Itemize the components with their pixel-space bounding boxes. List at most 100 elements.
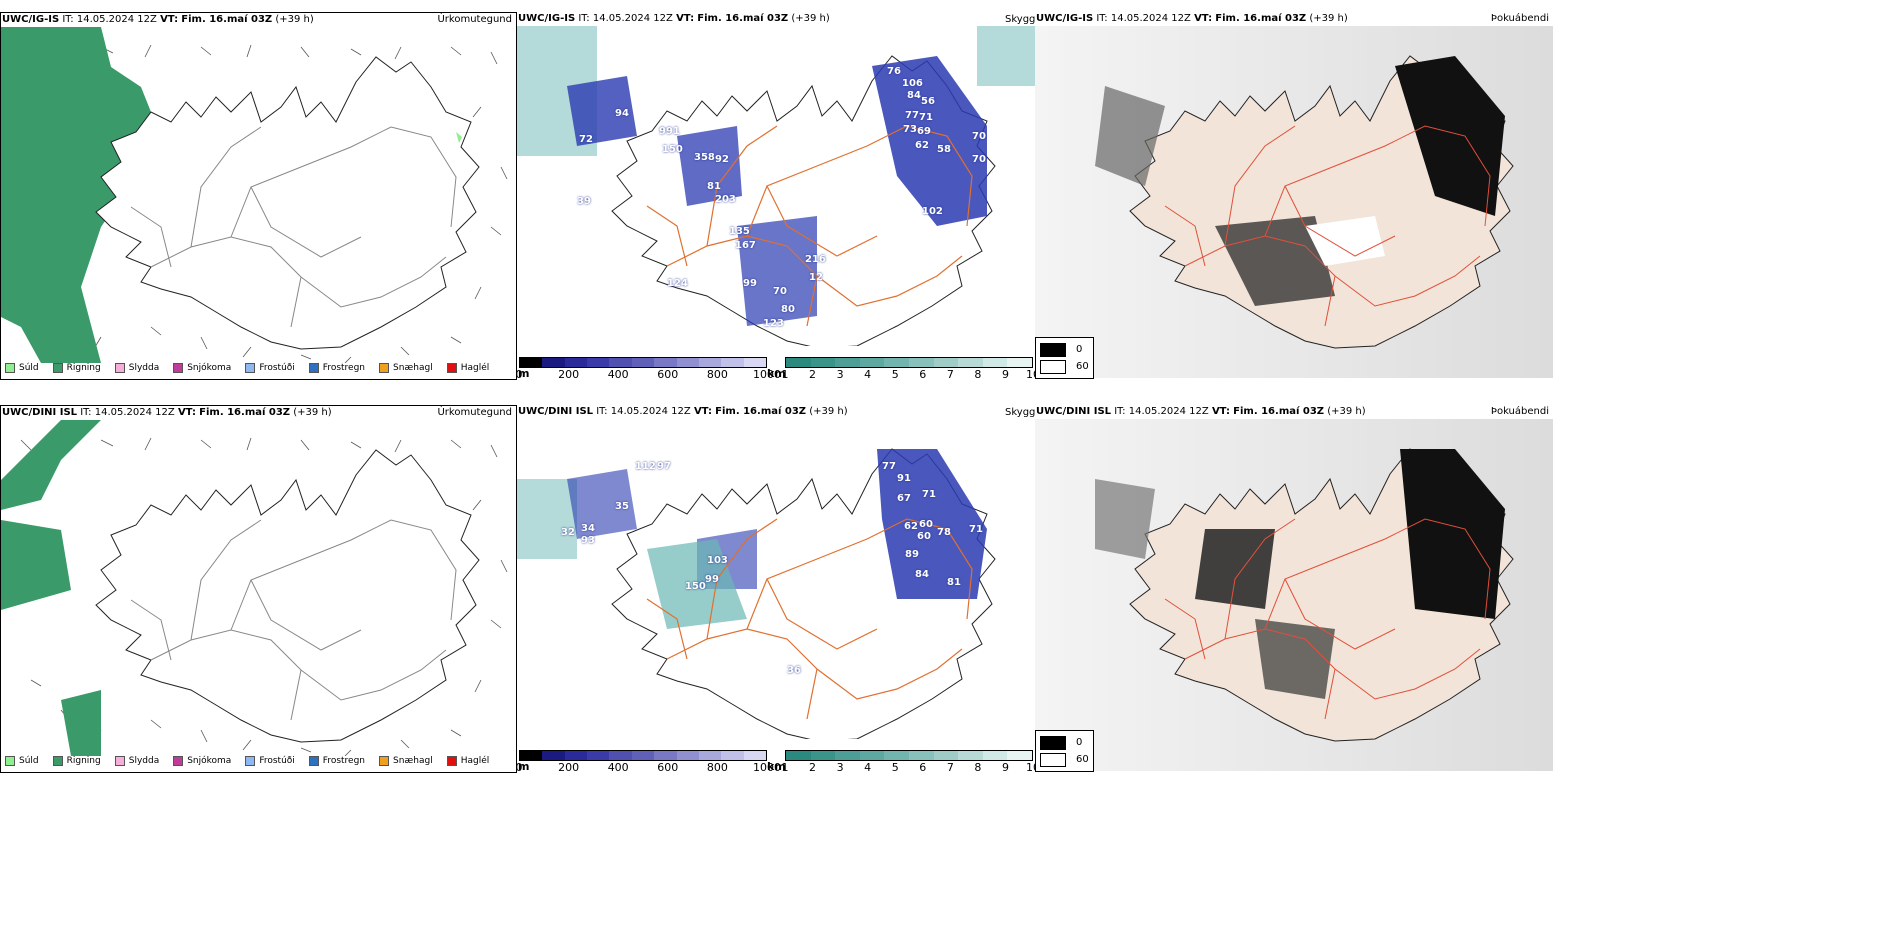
cloud-base-label: 71 <box>922 489 936 500</box>
cloud-base-label: 77 <box>882 461 896 472</box>
model-name: UWC/DINI ISL <box>2 407 78 418</box>
colorbar-step <box>958 751 983 760</box>
cloud-base-label: 36 <box>787 665 801 676</box>
colorbar-step <box>933 358 959 367</box>
cloud-base-label: 76 <box>887 66 901 77</box>
cloud-base-label: 112 <box>635 461 656 472</box>
swatch <box>173 363 184 373</box>
cloud-base-label: 167 <box>735 240 756 251</box>
cloud-base-label: 71 <box>969 524 983 535</box>
cloud-base-label: 99 <box>705 574 719 585</box>
colorbar-step <box>542 751 565 760</box>
colorbar-step <box>982 358 1008 367</box>
colorbar-step <box>1007 751 1032 760</box>
fog-indicator-panel-row2: UWC/DINI ISL IT: 14.05.2024 12Z VT: Fim.… <box>1035 405 1553 773</box>
precip-legend: Súld Rigning Slydda Snjókoma Frostúði Fr… <box>5 361 489 375</box>
colorbar-step <box>982 751 1008 760</box>
colorbar-step <box>654 358 677 367</box>
ceiling-colorbar: 0 200 400 600 800 1000 m <box>517 750 781 773</box>
colorbar-step <box>654 751 677 760</box>
cloud-base-label: 69 <box>917 126 931 137</box>
colorbar-step <box>1007 358 1032 367</box>
colorbar-step <box>542 358 565 367</box>
swatch <box>52 363 63 373</box>
cloud-base-label: 60 <box>919 519 933 530</box>
panel-header: UWC/IG-IS IT: 14.05.2024 12Z VT: Fim. 16… <box>1036 13 1348 24</box>
fog-map <box>1035 419 1553 771</box>
panel-header: UWC/DINI ISL IT: 14.05.2024 12Z VT: Fim.… <box>1036 406 1366 417</box>
lead-time: (+39 h) <box>275 14 314 25</box>
colorbar-tick: 7 <box>946 761 954 773</box>
cloud-base-label: 99 <box>743 278 757 289</box>
colorbar-step <box>631 751 655 760</box>
valid-time: Fim. 16.maí 03Z <box>181 14 273 25</box>
cloud-base-label: 72 <box>579 134 593 145</box>
colorbar-tick: 4 <box>864 761 872 773</box>
cloud-number-layer: 77 91 67 71 62 60 60 78 71 89 84 81 97 35 32 34 93 103 99 1… <box>517 419 1035 739</box>
colorbar-step <box>743 751 766 760</box>
cloud-base-label: 84 <box>915 569 929 580</box>
colorbar-tick: 1000 <box>753 761 781 773</box>
precip-type-panel-row2: UWC/DINI ISL IT: 14.05.2024 12Z VT: Fim.… <box>0 405 517 773</box>
colorbar-step <box>587 358 610 367</box>
colorbar-tick: 800 <box>706 368 728 380</box>
panel-title: Þokuábendi <box>1490 13 1549 24</box>
colorbar-tick: 600 <box>657 761 679 773</box>
colorbar-step <box>698 358 722 367</box>
cloud-base-label: 81 <box>707 181 721 192</box>
colorbar-step <box>676 358 699 367</box>
cloud-map <box>517 26 1035 346</box>
panel-header: UWC/DINI ISL IT: 14.05.2024 12Z VT: Fim.… <box>518 406 848 417</box>
panel-title: Skyggni <box>1005 14 1035 25</box>
colorbar-step <box>587 751 610 760</box>
precip-type-panel-row1: UWC/IG-IS IT: 14.05.2024 12Z VT: Fim. 16… <box>0 12 517 380</box>
precip-legend: Súld Rigning Slydda Snjókoma Frostúði Fr… <box>5 754 489 768</box>
swatch <box>1040 359 1066 374</box>
precip-map <box>1 27 508 363</box>
colorbar-step <box>743 358 766 367</box>
colorbar-step <box>810 358 836 367</box>
colorbar-step <box>884 751 909 760</box>
colorbar-step <box>933 751 959 760</box>
cloud-base-label: 97 <box>657 461 671 472</box>
colorbar-step <box>908 751 934 760</box>
colorbar-tick: 3 <box>836 761 844 773</box>
cloud-base-label: 84 <box>907 90 921 101</box>
swatch <box>446 363 457 373</box>
colorbar-tick: 10 <box>1026 368 1035 380</box>
swatch <box>245 363 256 373</box>
cloud-base-label: 106 <box>902 78 923 89</box>
colorbar-tick: 3 <box>836 368 844 380</box>
colorbar-tick: 600 <box>657 368 679 380</box>
cloud-base-label: 93 <box>581 535 595 546</box>
colorbar-step <box>721 751 744 760</box>
colorbar-tick: 7 <box>946 368 954 380</box>
cloud-base-label: 92 <box>715 154 729 165</box>
colorbar-step <box>958 358 983 367</box>
colorbar-step <box>698 751 722 760</box>
cloud-base-label: 70 <box>972 131 986 142</box>
cloud-base-label: 203 <box>715 194 736 205</box>
cloud-base-label: 358 <box>694 152 715 163</box>
colorbar-tick: 1 <box>781 761 789 773</box>
panel-header: UWC/IG-IS IT: 14.05.2024 12Z VT: Fim. 16… <box>518 13 830 24</box>
cloud-base-label: 35 <box>615 501 629 512</box>
colorbar-tick: 6 <box>919 761 927 773</box>
colorbar-tick: 200 <box>558 368 580 380</box>
cloud-base-label: 73 <box>903 124 917 135</box>
cloud-base-label: 58 <box>937 144 951 155</box>
panel-title: Skyggni <box>1005 407 1035 418</box>
colorbar-tick: 400 <box>607 368 629 380</box>
swatch <box>5 363 15 373</box>
colorbar-tick: 2 <box>809 761 817 773</box>
swatch <box>114 363 125 373</box>
visibility-colorbar: 12345678910 km <box>767 357 1035 380</box>
panel-title: Þokuábendi <box>1490 406 1549 417</box>
colorbar-tick: 4 <box>864 368 872 380</box>
cloud-base-label: 150 <box>685 581 706 592</box>
colorbar-step <box>835 751 860 760</box>
colorbar-tick: 10 <box>1026 761 1035 773</box>
cloud-base-label: 60 <box>917 531 931 542</box>
cloud-base-label: 12 <box>809 272 823 283</box>
cloud-base-label: 216 <box>805 254 826 265</box>
